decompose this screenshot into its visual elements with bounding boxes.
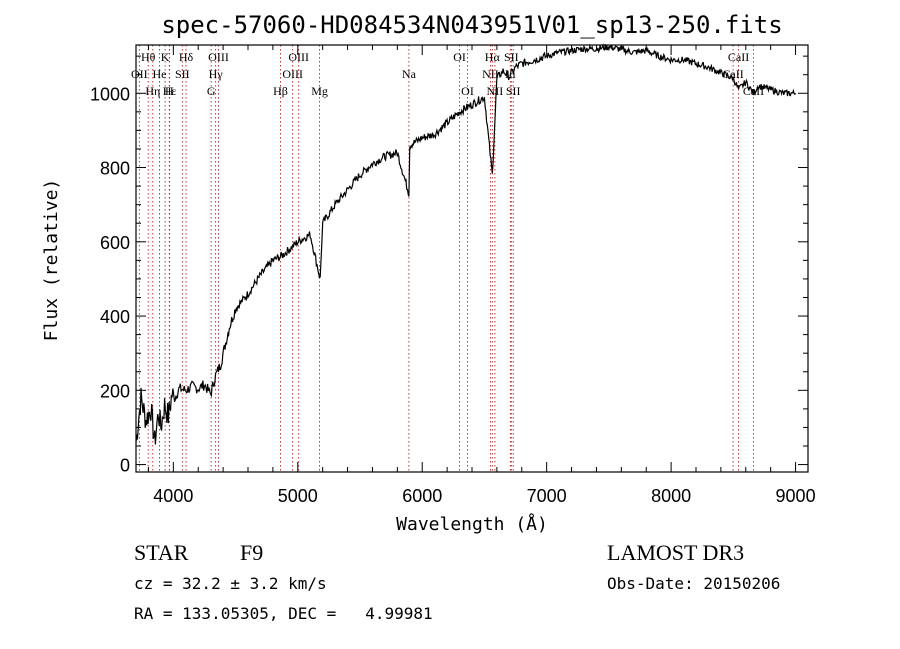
x-axis-label: Wavelength (Å) <box>396 513 548 535</box>
spectral-line-label: CaII <box>728 50 749 64</box>
y-tick-label: 200 <box>100 381 130 401</box>
y-tick-label: 800 <box>100 159 130 179</box>
spectral-line-label: NII <box>482 67 499 81</box>
spectral-line-label: Hγ <box>209 67 224 81</box>
y-tick-label: 1000 <box>90 84 130 104</box>
y-axis-ticks: 0 200 400 600 800 1000 <box>90 55 808 476</box>
spectral-line-label: OI <box>461 84 474 98</box>
object-subclass: F9 <box>240 540 263 565</box>
spectral-line-label: Hη <box>145 84 160 98</box>
x-tick-label: 7000 <box>527 486 567 506</box>
coordinates-text: RA = 133.05305, DEC = 4.99981 <box>134 604 433 623</box>
spectral-line-label: NII <box>487 84 504 98</box>
x-tick-label: 5000 <box>278 486 318 506</box>
obs-date-text: Obs-Date: 20150206 <box>607 574 780 593</box>
spectral-line-label: Hβ <box>273 84 288 98</box>
survey-name: LAMOST DR3 <box>607 540 744 565</box>
spectral-line-label: SII <box>175 67 190 81</box>
plot-frame <box>135 44 809 473</box>
y-tick-label: 400 <box>100 307 130 327</box>
spectral-line-label: CaII <box>722 67 743 81</box>
spectral-line-label: OIII <box>208 50 229 64</box>
spectral-line-label: Hα <box>485 50 501 64</box>
spectral-line-label: OIII <box>288 50 309 64</box>
y-tick-label: 600 <box>100 233 130 253</box>
spectral-line-label: H <box>165 84 174 98</box>
spectral-line-label: OIII <box>282 67 303 81</box>
x-tick-label: 8000 <box>651 486 691 506</box>
spectral-line-label: K <box>161 50 170 64</box>
spectral-line-label: OI <box>453 50 466 64</box>
x-tick-label: 6000 <box>402 486 442 506</box>
object-class: STAR <box>134 540 189 565</box>
spectral-line-label: Hε <box>163 84 177 98</box>
spectral-line-label: Hθ <box>141 50 156 64</box>
chart-title: spec-57060-HD084534N043951V01_sp13-250.f… <box>161 11 782 39</box>
flux-series-line <box>135 43 797 445</box>
spectral-line-label: SII <box>504 50 519 64</box>
spectral-line-label: Hδ <box>179 50 194 64</box>
x-tick-label: 4000 <box>153 486 193 506</box>
redshift-text: cz = 32.2 ± 3.2 km/s <box>134 574 327 593</box>
spectral-line-label: SII <box>506 84 521 98</box>
spectral-line-label: OII <box>131 67 148 81</box>
spectral-line-label: Na <box>402 67 417 81</box>
y-tick-label: 0 <box>120 456 130 476</box>
spectral-line-label: Mg <box>311 84 328 98</box>
x-axis-ticks: 4000 5000 6000 7000 8000 9000 <box>147 45 816 506</box>
spectral-line-label: He <box>153 67 167 81</box>
y-axis-label: Flux (relative) <box>41 179 62 342</box>
spectral-lines-layer <box>138 45 754 472</box>
spectral-line-label: G <box>207 84 216 98</box>
x-tick-label: 9000 <box>776 486 816 506</box>
